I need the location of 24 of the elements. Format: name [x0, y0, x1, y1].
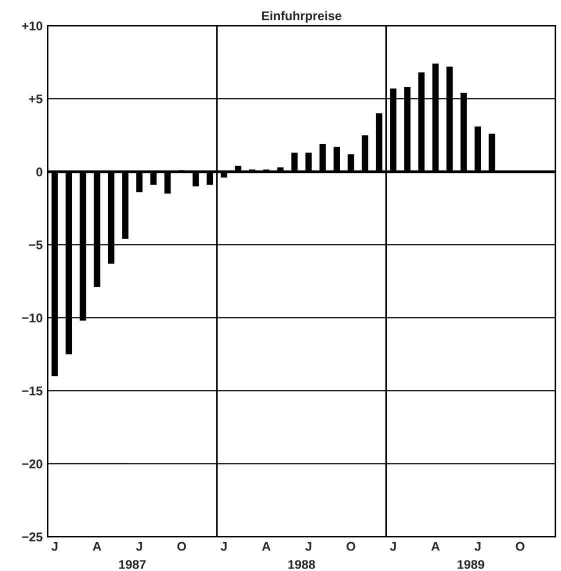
- y-tick-label: −10: [22, 314, 42, 322]
- text: 1989: [458, 560, 484, 569]
- y-tick-label: −5: [29, 240, 42, 250]
- x-tick-label: O: [516, 542, 524, 551]
- x-tick-label: J: [305, 542, 312, 551]
- x-tick-label: J: [51, 542, 58, 551]
- x-tick-label: O: [177, 542, 186, 551]
- chart-title: Einfuhrpreise: [262, 11, 342, 23]
- y-tick-label: +5: [29, 94, 42, 104]
- text: 1988: [288, 560, 316, 569]
- x-tick-label: J: [220, 542, 227, 551]
- x-tick-label: A: [431, 542, 440, 551]
- y-tick-label: −25: [22, 532, 42, 542]
- x-tick-label: A: [92, 542, 102, 551]
- x-tick-label: A: [262, 542, 270, 551]
- y-tick-label: −15: [22, 386, 42, 396]
- text: 1987: [119, 560, 146, 569]
- y-tick-label: 0: [36, 168, 42, 176]
- y-tick-label: −20: [22, 460, 42, 468]
- x-tick-label: J: [390, 542, 396, 551]
- x-tick-label: O: [346, 542, 356, 551]
- x-tick-label: J: [136, 542, 142, 551]
- x-tick-label: J: [474, 542, 480, 551]
- y-tick-label: +10: [22, 21, 42, 30]
